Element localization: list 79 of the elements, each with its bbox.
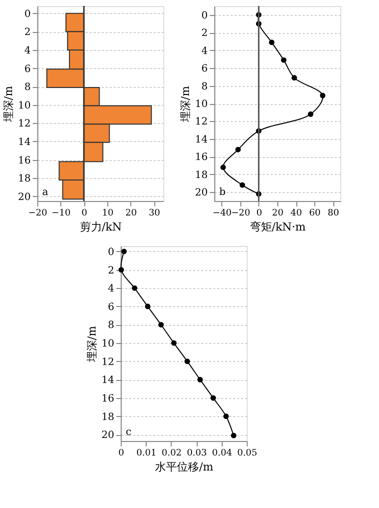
y-tick-label: 16 [102,393,114,404]
point [121,248,127,254]
y-axis-title: 埋深/m [179,85,192,124]
y-tick-label: 8 [24,82,31,94]
point [144,304,150,310]
x-tick-label: 0.02 [162,448,182,458]
point [320,92,326,98]
x-tick-label: 40 [290,208,302,218]
y-tick-label: 6 [108,302,114,313]
x-tick-label: 60 [309,208,321,218]
x-tick-label: −20 [231,208,250,218]
x-tick-label: 0 [256,208,262,218]
point [197,376,203,382]
x-tick-label: 0.04 [212,448,232,458]
y-tick-label: 10 [195,99,208,110]
x-tick-label: 0.01 [136,448,156,458]
y-tick-label: 20 [18,192,31,203]
y-tick-label: 0 [108,246,114,258]
y-tick-label: 10 [18,100,31,112]
point [230,432,236,438]
y-tick-label: 2 [108,265,114,276]
x-tick-label: 0 [82,208,88,218]
x-tick-label: 80 [328,208,340,218]
x-tick-label: −10 [52,208,71,218]
x-axis-title: 水平位移/m [155,460,214,474]
y-tick-label: 18 [195,170,208,181]
y-axis-title: 埋深/m [2,85,16,124]
point [292,75,298,81]
x-tick-label: 0 [118,448,124,458]
y-tick-label: 14 [102,375,114,386]
point [132,285,138,291]
x-tick-label: −20 [28,208,48,218]
annotation: b [219,187,226,198]
x-tick-label: 20 [272,208,284,218]
y-tick-label: 20 [195,188,208,199]
y-tick-label: 18 [102,412,114,423]
y-tick-label: 12 [18,118,31,130]
x-axis-title: 弯矩/kN·m [250,220,306,234]
x-tick-label: −40 [212,208,232,218]
y-tick-label: 14 [195,134,208,146]
y-tick-label: 8 [108,320,114,332]
x-tick-label: 30 [148,208,160,218]
y-tick-label: 20 [102,430,114,442]
y-tick-label: 2 [201,28,208,40]
y-tick-label: 16 [195,152,208,164]
point [223,414,229,420]
x-tick-label: 20 [125,208,138,218]
y-axis-title: 埋深/m [86,325,99,364]
point [268,40,274,46]
point [220,164,226,170]
y-tick-label: 16 [18,155,31,166]
point [308,111,314,117]
y-tick-label: 2 [24,27,31,38]
point [184,358,190,364]
point [280,57,286,63]
x-tick-label: 0.05 [237,448,258,458]
y-tick-label: 12 [195,116,208,128]
y-tick-label: 18 [18,174,31,185]
y-tick-label: 6 [201,64,208,75]
point [235,146,241,152]
y-tick-label: 4 [108,284,114,295]
x-axis-title: 剪力/kN [80,220,122,234]
point [158,322,164,328]
y-tick-label: 6 [24,64,31,75]
point [240,182,246,188]
y-tick-label: 12 [102,356,114,368]
y-tick-label: 8 [201,81,208,92]
y-tick-label: 0 [201,10,208,22]
annotation: c [126,427,132,438]
point [210,395,216,401]
x-tick-label: 0.03 [186,448,208,458]
y-tick-label: 10 [102,338,114,350]
y-tick-label: 4 [201,46,208,57]
point [171,340,177,346]
y-tick-label: 4 [24,45,31,56]
y-tick-label: 0 [24,8,31,20]
y-tick-label: 14 [18,136,31,148]
annotation: a [42,187,48,198]
point [118,267,124,273]
